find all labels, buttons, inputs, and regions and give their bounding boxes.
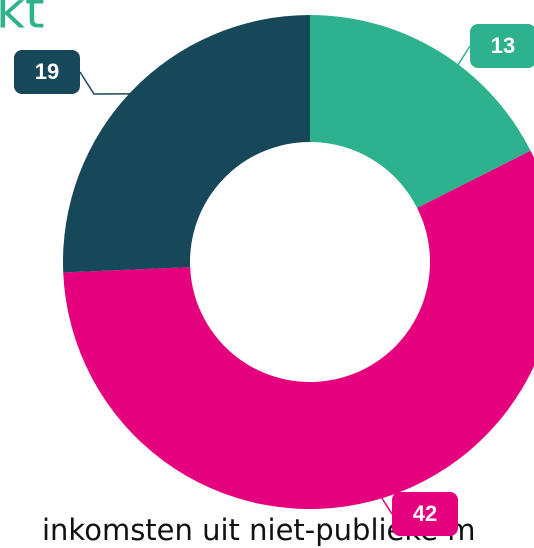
data-label: 42	[413, 501, 437, 526]
donut-segment	[63, 15, 310, 273]
callout-line	[436, 45, 471, 70]
data-label: 13	[491, 33, 515, 58]
label-box	[470, 24, 534, 68]
chart-title: kt	[0, 0, 45, 40]
callout-line	[370, 490, 393, 515]
callout-line	[79, 71, 135, 95]
label-box	[14, 50, 80, 94]
label-box	[392, 492, 458, 536]
donut-segment	[310, 15, 531, 208]
data-label: 19	[35, 59, 59, 84]
donut-segment	[63, 150, 534, 509]
